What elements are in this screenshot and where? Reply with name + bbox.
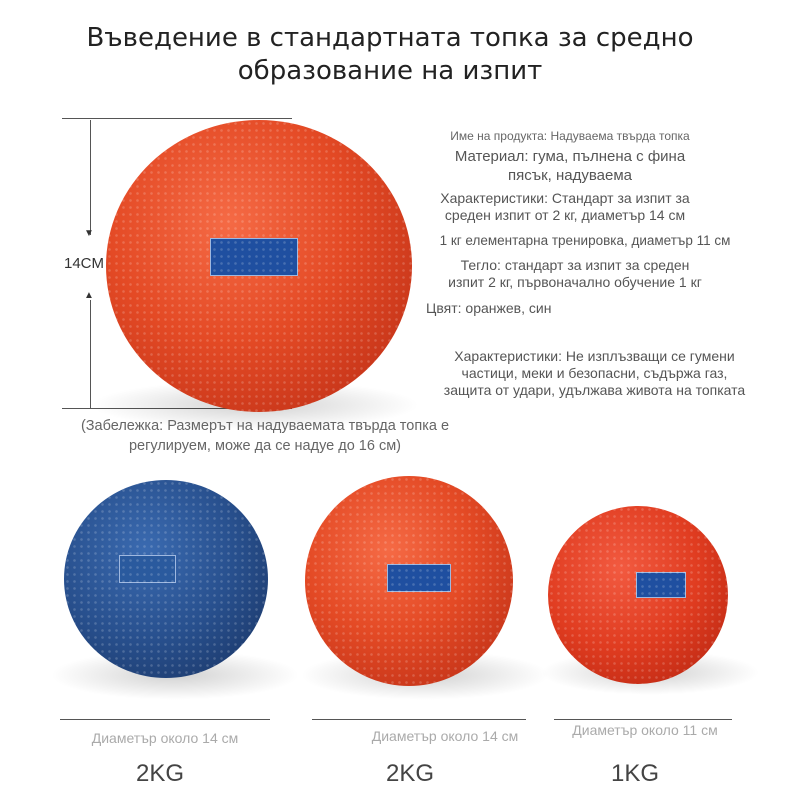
- main-ball-image: [106, 120, 412, 412]
- ball-label: [210, 238, 298, 276]
- dimension-top-line: [62, 118, 292, 119]
- ball-label: [387, 564, 451, 592]
- arrow-down-icon: ▼: [84, 228, 94, 239]
- spec-training: 1 кг елементарна тренировка, диаметър 11…: [439, 233, 731, 248]
- spec-props-1: Характеристики: Не изплъзващи се гумени: [454, 348, 735, 364]
- dimension-arrow-down: [90, 120, 91, 235]
- spec-weight-1: Тегло: стандарт за изпит за среден: [460, 257, 690, 273]
- page-title: Въведение в стандартната топка за средно…: [0, 22, 780, 88]
- note-line-1: (Забележка: Размерът на надуваемата твър…: [80, 418, 450, 434]
- orange-ball-image: [305, 476, 513, 686]
- spec-features-2: среден изпит от 2 кг, диаметър 14 см: [444, 207, 686, 223]
- diameter-line: [312, 719, 526, 720]
- spec-weight-2: изпит 2 кг, първоначално обучение 1 кг: [448, 274, 702, 290]
- spec-color: Цвят: оранжев, син: [426, 300, 552, 316]
- weight-label-red: 1KG: [610, 760, 660, 787]
- title-line-1: Въведение в стандартната топка за средно: [86, 23, 694, 53]
- blue-ball-image: [64, 480, 268, 678]
- note-line-2: регулируем, може да се надуе до 16 см): [128, 438, 402, 454]
- ball-label: [119, 555, 176, 583]
- weight-label-blue: 2KG: [135, 760, 185, 787]
- spec-material-1: Материал: гума, пълнена с фина: [454, 148, 686, 165]
- diameter-line: [60, 719, 270, 720]
- spec-props-2: частици, меки и безопасни, съдържа газ,: [461, 365, 728, 381]
- title-line-2: образование на изпит: [237, 56, 543, 86]
- arrow-up-icon: ▲: [84, 290, 94, 301]
- diameter-label-orange: Диаметър около 14 см: [371, 728, 519, 744]
- spec-features-1: Характеристики: Стандарт за изпит за: [440, 190, 690, 206]
- diameter-line: [554, 719, 732, 720]
- weight-label-orange: 2KG: [385, 760, 435, 787]
- dimension-bottom-line: [62, 408, 292, 409]
- diameter-label-red: Диаметър около 11 см: [572, 722, 718, 738]
- red-ball-image: [548, 506, 728, 684]
- spec-props-3: защита от удари, удължава живота на топк…: [443, 382, 746, 398]
- diameter-label-blue: Диаметър около 14 см: [91, 730, 239, 746]
- spec-name: Име на продукта: Надуваема твърда топка: [450, 129, 690, 143]
- dimension-arrow-up: [90, 300, 91, 408]
- spec-material-2: пясък, надуваема: [507, 167, 633, 184]
- ball-label: [636, 572, 686, 598]
- dimension-label: 14CM: [64, 255, 105, 272]
